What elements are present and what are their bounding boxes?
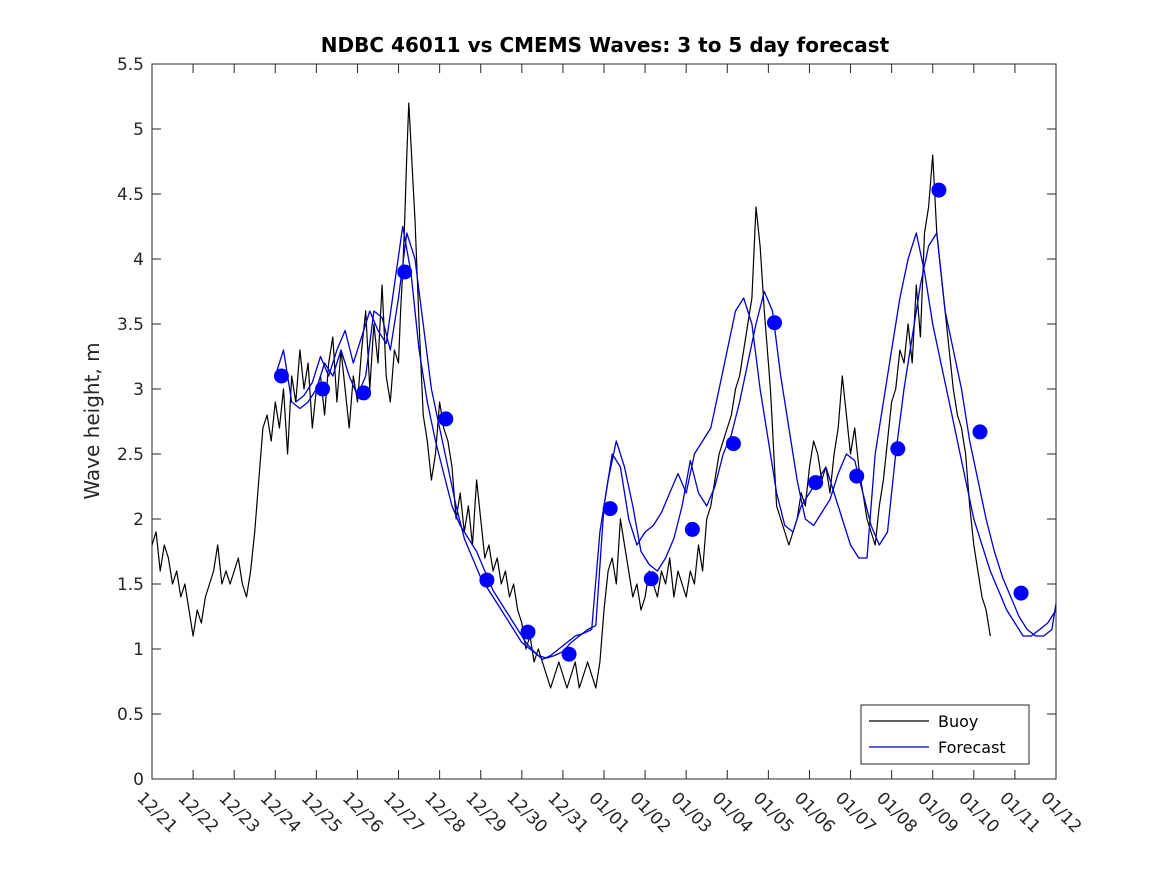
x-tick-label: 12/25 — [297, 788, 346, 837]
forecast-point — [643, 571, 659, 587]
y-tick-label: 3 — [133, 380, 144, 400]
legend: Buoy Forecast — [860, 704, 1030, 765]
y-tick-label: 2 — [133, 510, 144, 530]
forecast-point — [438, 411, 454, 427]
x-tick-label: 01/03 — [667, 788, 716, 837]
y-tick-label: 5.5 — [117, 55, 144, 75]
x-tick-label: 12/28 — [420, 788, 469, 837]
x-tick-label: 01/09 — [913, 788, 962, 837]
legend-label-buoy: Buoy — [938, 712, 978, 731]
x-tick-label: 12/29 — [461, 788, 510, 837]
forecast-series-line-2 — [295, 225, 1057, 661]
y-tick-label: 3.5 — [117, 315, 144, 335]
forecast-point — [767, 315, 783, 331]
x-tick-label: 01/07 — [831, 788, 880, 837]
x-tick-label: 01/01 — [584, 788, 633, 837]
x-tick-label: 01/11 — [995, 788, 1044, 837]
y-tick-label: 1.5 — [117, 575, 144, 595]
forecast-point — [808, 475, 824, 491]
forecast-point — [1013, 585, 1029, 601]
y-tick-label: 1 — [133, 640, 144, 660]
y-tick-label: 0 — [133, 770, 144, 790]
legend-box — [860, 704, 1030, 765]
forecast-point — [684, 521, 700, 537]
x-tick-label: 01/05 — [749, 788, 798, 837]
forecast-point — [561, 646, 577, 662]
x-tick-label: 01/02 — [626, 788, 675, 837]
y-tick-label: 4.5 — [117, 185, 144, 205]
x-tick-label: 01/08 — [872, 788, 921, 837]
forecast-point — [972, 424, 988, 440]
x-tick-label: 12/27 — [379, 788, 428, 837]
forecast-point — [602, 501, 618, 517]
x-tick-label: 12/23 — [215, 788, 264, 837]
forecast-point — [890, 441, 906, 457]
y-tick-label: 4 — [133, 250, 144, 270]
x-tick-label: 12/22 — [174, 788, 223, 837]
x-tick-label: 12/30 — [502, 788, 551, 837]
legend-label-forecast: Forecast — [938, 738, 1006, 757]
x-tick-label: 01/04 — [708, 788, 757, 837]
y-tick-label: 0.5 — [117, 705, 144, 725]
forecast-point — [520, 624, 536, 640]
x-tick-label: 01/12 — [1036, 788, 1085, 837]
forecast-point — [931, 182, 947, 198]
x-tick-label: 01/06 — [790, 788, 839, 837]
y-tick-label: 5 — [133, 120, 144, 140]
forecast-point — [356, 385, 372, 401]
forecast-point — [397, 264, 413, 280]
x-tick-label: 12/24 — [256, 788, 305, 837]
x-tick-label: 12/26 — [338, 788, 387, 837]
x-tick-label: 12/31 — [543, 788, 592, 837]
chart-title: NDBC 46011 vs CMEMS Waves: 3 to 5 day fo… — [321, 33, 890, 57]
plot-frame — [151, 63, 1057, 780]
x-tick-label: 01/10 — [954, 788, 1003, 837]
forecast-point — [849, 468, 865, 484]
x-tick-label: 12/21 — [132, 788, 181, 837]
forecast-point — [273, 368, 289, 384]
y-tick-label: 2.5 — [117, 445, 144, 465]
forecast-point — [315, 381, 331, 397]
forecast-point — [725, 436, 741, 452]
forecast-point — [479, 572, 495, 588]
y-axis-label: Wave height, m — [80, 342, 104, 499]
